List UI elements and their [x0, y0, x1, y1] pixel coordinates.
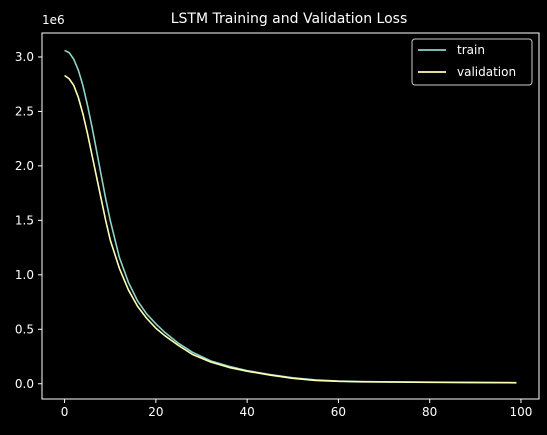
- chart-title: LSTM Training and Validation Loss: [171, 11, 408, 27]
- plot-lines: [64, 49, 517, 384]
- y-tick-label: 1.5: [15, 213, 34, 227]
- legend: train validation: [411, 38, 533, 86]
- series-line-validation: [64, 74, 517, 384]
- x-tick-label: 20: [148, 405, 163, 419]
- y-tick-label: 0.0: [15, 377, 34, 391]
- x-tick-label: 0: [61, 405, 69, 419]
- x-tick-label: 40: [240, 405, 255, 419]
- y-axis-offset-label: 1e6: [42, 13, 65, 27]
- x-tick-label: 80: [422, 405, 437, 419]
- legend-label-train: train: [457, 43, 485, 57]
- y-tick-label: 0.5: [15, 322, 34, 336]
- legend-label-validation: validation: [457, 65, 516, 79]
- x-tick-label: 60: [331, 405, 346, 419]
- plot-frame: [41, 32, 540, 400]
- axis-ticks: 0 20 40 60 80 100 0.0 0.5 1.0 1.5 2.0 2.5 3.0: [15, 50, 533, 419]
- y-tick-label: 2.5: [15, 104, 34, 118]
- x-tick-label: 100: [510, 405, 533, 419]
- y-tick-label: 3.0: [15, 50, 34, 64]
- y-tick-label: 1.0: [15, 268, 34, 282]
- y-tick-label: 2.0: [15, 159, 34, 173]
